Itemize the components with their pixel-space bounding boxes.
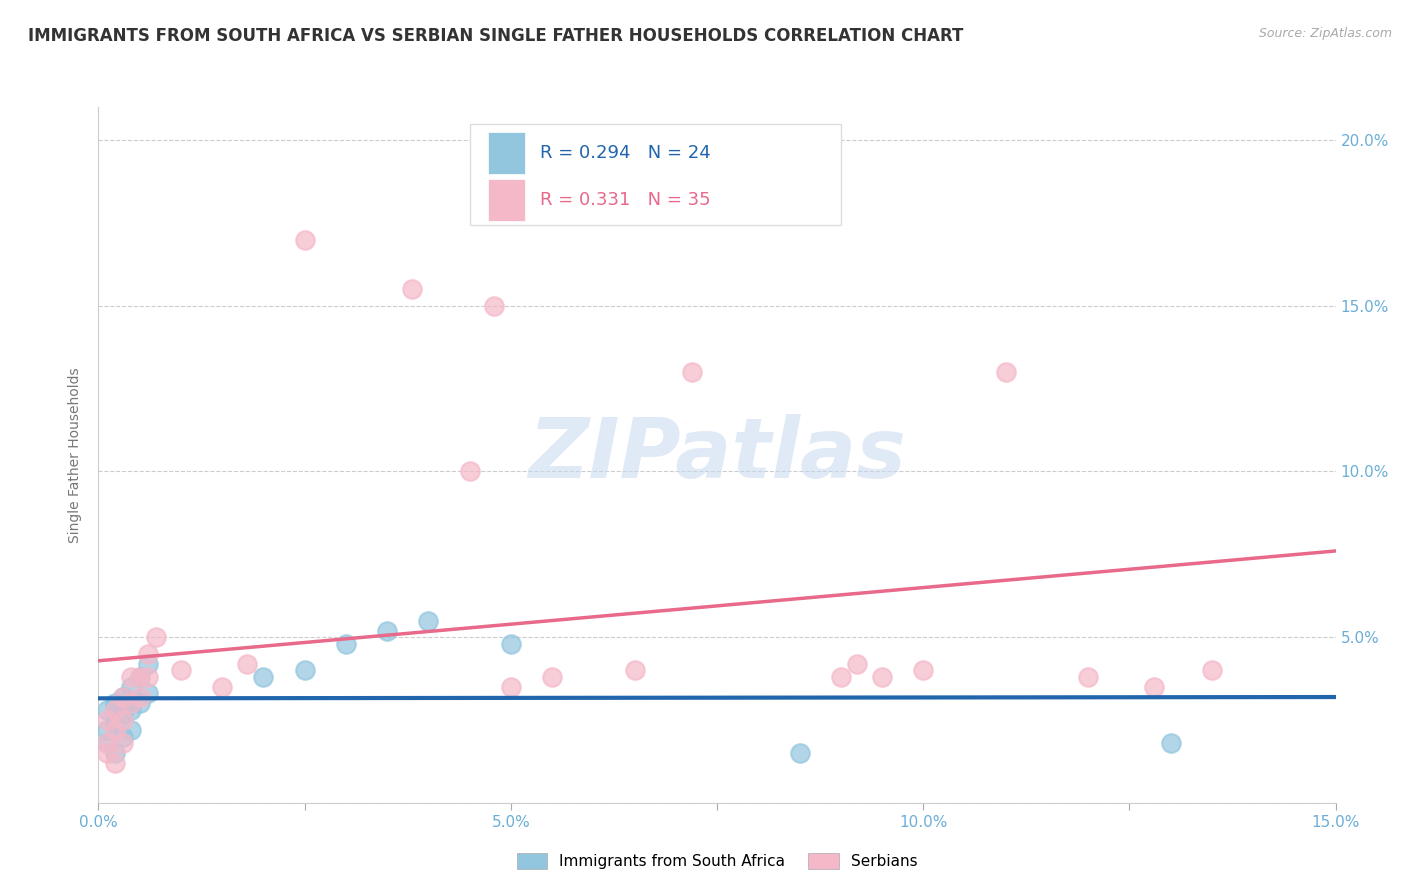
- Text: R = 0.331   N = 35: R = 0.331 N = 35: [540, 191, 711, 209]
- Point: [541, 670, 564, 684]
- FancyBboxPatch shape: [470, 124, 841, 226]
- Point: [846, 657, 869, 671]
- Point: [136, 657, 159, 671]
- Point: [994, 365, 1017, 379]
- Point: [104, 746, 127, 760]
- Point: [375, 624, 398, 638]
- Point: [120, 680, 142, 694]
- Point: [120, 670, 142, 684]
- Point: [136, 686, 159, 700]
- Point: [170, 663, 193, 677]
- Point: [335, 637, 357, 651]
- Point: [236, 657, 259, 671]
- Point: [112, 730, 135, 744]
- Point: [96, 736, 118, 750]
- Point: [96, 713, 118, 727]
- FancyBboxPatch shape: [488, 179, 526, 221]
- Point: [104, 716, 127, 731]
- Point: [1077, 670, 1099, 684]
- Point: [96, 746, 118, 760]
- FancyBboxPatch shape: [488, 132, 526, 174]
- Point: [912, 663, 935, 677]
- Text: Source: ZipAtlas.com: Source: ZipAtlas.com: [1258, 27, 1392, 40]
- Text: IMMIGRANTS FROM SOUTH AFRICA VS SERBIAN SINGLE FATHER HOUSEHOLDS CORRELATION CHA: IMMIGRANTS FROM SOUTH AFRICA VS SERBIAN …: [28, 27, 963, 45]
- Point: [830, 670, 852, 684]
- Point: [136, 670, 159, 684]
- Point: [104, 756, 127, 770]
- Text: R = 0.294   N = 24: R = 0.294 N = 24: [540, 144, 711, 161]
- Point: [294, 233, 316, 247]
- Point: [120, 723, 142, 737]
- Point: [120, 703, 142, 717]
- Point: [96, 736, 118, 750]
- Point: [401, 282, 423, 296]
- Point: [128, 670, 150, 684]
- Point: [112, 713, 135, 727]
- Text: ZIPatlas: ZIPatlas: [529, 415, 905, 495]
- Point: [104, 703, 127, 717]
- Point: [681, 365, 703, 379]
- Point: [112, 706, 135, 721]
- Point: [112, 690, 135, 704]
- Legend: Immigrants from South Africa, Serbians: Immigrants from South Africa, Serbians: [510, 847, 924, 875]
- Point: [1143, 680, 1166, 694]
- Point: [499, 680, 522, 694]
- Point: [1201, 663, 1223, 677]
- Point: [128, 670, 150, 684]
- Point: [112, 690, 135, 704]
- Point: [145, 630, 167, 644]
- Point: [789, 746, 811, 760]
- Point: [211, 680, 233, 694]
- Point: [112, 736, 135, 750]
- Point: [1160, 736, 1182, 750]
- Point: [623, 663, 645, 677]
- Point: [96, 703, 118, 717]
- Point: [484, 299, 506, 313]
- Point: [418, 614, 440, 628]
- Point: [458, 465, 481, 479]
- Point: [120, 697, 142, 711]
- Point: [104, 723, 127, 737]
- Point: [499, 637, 522, 651]
- Point: [136, 647, 159, 661]
- Y-axis label: Single Father Households: Single Father Households: [69, 368, 83, 542]
- Point: [96, 723, 118, 737]
- Point: [870, 670, 893, 684]
- Point: [128, 697, 150, 711]
- Point: [294, 663, 316, 677]
- Point: [104, 697, 127, 711]
- Point: [128, 690, 150, 704]
- Point: [252, 670, 274, 684]
